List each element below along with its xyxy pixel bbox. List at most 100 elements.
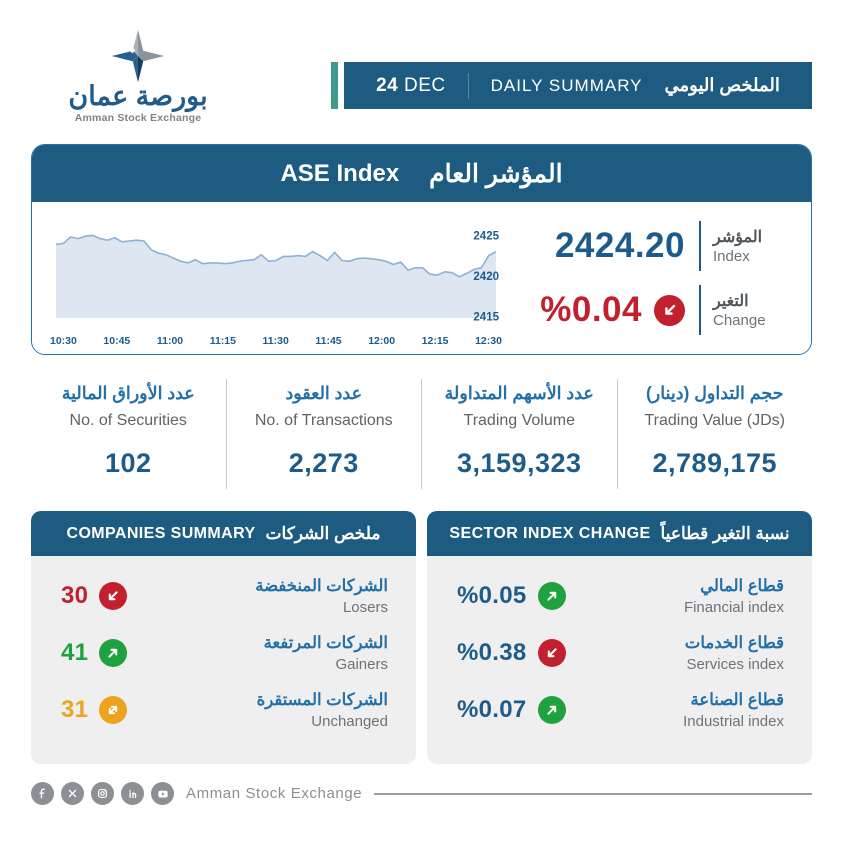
gainers-label-en: Gainers (335, 656, 388, 674)
index-label-en: Index (713, 248, 750, 266)
footer-brand-text: Amman Stock Exchange (186, 785, 363, 803)
up-right-arrow-icon (537, 582, 566, 611)
losers-row: 30 الشركات المنخفضة Losers (61, 576, 388, 616)
stat-value: 2,273 (288, 448, 359, 479)
chart-x-axis-labels: 10:30 10:45 11:00 11:15 11:30 11:45 12:00 12:15… (50, 335, 502, 347)
stat-label-ar: حجم التداول (دينار) (645, 383, 784, 404)
industrial-index-label-en: Industrial index (683, 713, 784, 731)
sector-index-change-header: SECTOR INDEX CHANGE نسبة التغير قطاعياً (427, 511, 812, 557)
header-title-ar: الملخص اليومي (664, 75, 780, 95)
index-label-ar: المؤشر (713, 229, 763, 247)
industrial-index-row: %0.07 قطاع الصناعة Industrial index (457, 690, 784, 730)
stat-value: 2,789,175 (652, 448, 778, 479)
companies-title-ar: ملخص الشركات (265, 523, 381, 543)
stat-label-ar: عدد الأسهم المتداولة (444, 383, 594, 404)
losers-label-ar: الشركات المنخفضة (255, 577, 388, 596)
bottom-panels: COMPANIES SUMMARY ملخص الشركات 30 الشركا… (31, 511, 812, 765)
index-value: 2424.20 (554, 226, 685, 266)
index-value-row: 2424.20 المؤشر Index (506, 221, 793, 272)
down-left-arrow-icon (654, 294, 685, 326)
sector-index-change-body: %0.05 قطاع المالي Financial index %0.38 (427, 556, 812, 765)
youtube-icon[interactable] (151, 782, 174, 806)
companies-summary-header: COMPANIES SUMMARY ملخص الشركات (31, 511, 416, 557)
footer-line (374, 792, 812, 795)
stat-label-ar: عدد الأوراق المالية (61, 383, 195, 404)
teal-accent-bar (331, 62, 338, 109)
index-chart: 2425 2420 2415 10:30 10:45 11:00 11:15 11:30 11… (50, 218, 506, 348)
ase-index-card: ASE Index المؤشر العام 2425 2420 2415 10:3… (31, 144, 812, 356)
header-divider (467, 72, 469, 99)
index-title-ar: المؤشر العام (429, 159, 563, 188)
top-bar: بورصة عمان Amman Stock Exchange 24 DEC D… (31, 28, 812, 124)
stat-label-en: Trading Volume (463, 412, 575, 430)
unchanged-label-ar: الشركات المستقرة (256, 691, 388, 710)
companies-summary-panel: COMPANIES SUMMARY ملخص الشركات 30 الشركا… (31, 511, 416, 765)
up-right-arrow-icon (99, 639, 128, 668)
header-date-month: DEC (404, 74, 446, 96)
ase-logo: بورصة عمان Amman Stock Exchange (53, 28, 223, 124)
chart-x-tick: 11:30 (262, 335, 289, 348)
change-divider (699, 285, 701, 336)
industrial-index-value: %0.07 (457, 696, 527, 724)
chart-x-tick: 11:15 (209, 335, 236, 348)
losers-value: 30 (61, 582, 89, 610)
double-diagonal-arrow-icon (99, 696, 128, 725)
chart-x-tick: 12:15 (421, 335, 449, 348)
header-title-content: 24 DEC DAILY SUMMARY الملخص اليومي (344, 62, 812, 109)
ase-star-icon (109, 28, 167, 84)
instagram-icon[interactable] (91, 782, 114, 806)
stat-label-ar: عدد العقود (285, 383, 363, 404)
stat-trading-value: حجم التداول (دينار) Trading Value (JDs) … (616, 379, 813, 490)
linkedin-icon[interactable] (121, 782, 144, 806)
footer: Amman Stock Exchange (31, 782, 812, 806)
index-divider (699, 221, 701, 272)
services-index-value: %0.38 (457, 639, 527, 667)
stat-trading-volume: عدد الأسهم المتداولة Trading Volume 3,15… (421, 379, 617, 490)
logo-arabic-name: بورصة عمان (68, 81, 208, 111)
unchanged-label-en: Unchanged (311, 713, 388, 731)
down-left-arrow-icon (99, 582, 128, 611)
chart-x-tick: 11:45 (315, 335, 342, 348)
logo-english-name: Amman Stock Exchange (74, 112, 202, 125)
header-date-day: 24 (376, 74, 399, 96)
chart-x-tick: 12:00 (368, 335, 396, 348)
facebook-icon[interactable] (31, 782, 54, 806)
social-icons (31, 782, 174, 806)
financial-index-label-en: Financial index (683, 599, 784, 617)
unchanged-row: 31 الشركات المستقرة Unchanged (61, 690, 388, 730)
stat-label-en: Trading Value (JDs) (644, 412, 786, 430)
stat-label-en: No. of Transactions (254, 412, 393, 430)
financial-index-value: %0.05 (457, 582, 527, 610)
companies-summary-body: 30 الشركات المنخفضة Losers 41 (31, 556, 416, 765)
sector-index-change-panel: SECTOR INDEX CHANGE نسبة التغير قطاعياً … (427, 511, 812, 765)
index-stats: 2424.20 المؤشر Index %0.04 (506, 208, 803, 348)
market-stats-row: عدد الأوراق المالية No. of Securities 10… (31, 379, 813, 490)
gainers-value: 41 (61, 639, 89, 667)
change-value-row: %0.04 التغير Change (506, 285, 793, 336)
index-area-chart: 2425 2420 2415 (55, 231, 500, 324)
chart-x-tick: 12:30 (475, 335, 502, 348)
ase-index-card-header: ASE Index المؤشر العام (32, 145, 811, 203)
services-index-label-en: Services index (686, 656, 784, 674)
down-left-arrow-icon (537, 639, 566, 668)
chart-x-tick: 11:00 (156, 335, 184, 348)
x-twitter-icon[interactable] (61, 782, 84, 806)
losers-label-en: Losers (342, 599, 388, 617)
services-index-row: %0.38 قطاع الخدمات Services index (457, 633, 784, 673)
companies-title-en: COMPANIES SUMMARY (66, 524, 256, 542)
index-title-en: ASE Index (280, 159, 400, 187)
svg-text:2425: 2425 (473, 231, 499, 243)
stat-securities: عدد الأوراق المالية No. of Securities 10… (31, 379, 226, 489)
change-label-ar: التغير (713, 293, 749, 311)
svg-text:2420: 2420 (473, 271, 499, 283)
gainers-row: 41 الشركات المرتفعة Gainers (61, 633, 388, 673)
change-value: %0.04 (540, 290, 642, 330)
chart-x-tick: 10:30 (50, 335, 77, 348)
services-index-label-ar: قطاع الخدمات (684, 634, 784, 653)
header-title-bar: 24 DEC DAILY SUMMARY الملخص اليومي (331, 62, 812, 109)
stat-value: 3,159,323 (456, 448, 582, 479)
header-title-en: DAILY SUMMARY (490, 75, 643, 95)
header-date: 24 DEC (376, 75, 446, 97)
gainers-label-ar: الشركات المرتفعة (263, 634, 388, 653)
